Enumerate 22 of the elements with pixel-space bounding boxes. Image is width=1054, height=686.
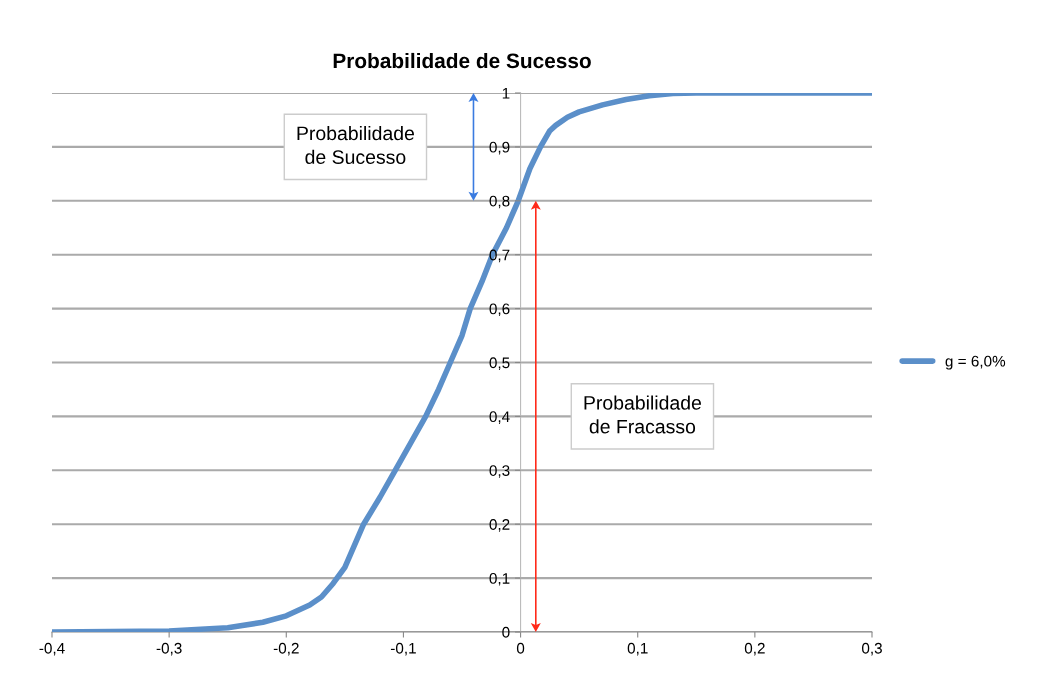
y-tick-label: 0,1 — [489, 572, 510, 586]
annotation: Probabilidade de Fracasso — [584, 395, 701, 434]
y-tick-label: 0,3 — [489, 465, 510, 478]
x-tick-label: -0,2 — [273, 642, 299, 656]
x-tick-label: 0,1 — [627, 642, 648, 656]
x-tick-label: -0,4 — [39, 642, 65, 656]
annotation: Probabilidade de Sucesso — [297, 125, 414, 164]
chart-title: Probabilidade de Sucesso — [333, 52, 591, 69]
x-tick-label: -0,1 — [390, 642, 416, 656]
y-tick-label: 0,9 — [489, 141, 510, 155]
x-tick-label: 0 — [516, 642, 525, 654]
x-tick-label: 0,2 — [744, 642, 765, 656]
y-tick-label: 0,2 — [489, 519, 510, 532]
y-tick-label: 0,5 — [489, 357, 510, 370]
x-tick-label: 0,3 — [861, 642, 882, 656]
legend-label: g = 6,0% — [945, 355, 1006, 370]
y-tick-label: 0,8 — [489, 195, 510, 209]
x-tick-label: -0,3 — [156, 642, 182, 656]
y-tick-label: 0,4 — [489, 411, 510, 424]
y-tick-label: 0 — [502, 626, 510, 638]
y-tick-label: 1 — [502, 88, 510, 99]
y-tick-label: 0,6 — [489, 303, 510, 317]
